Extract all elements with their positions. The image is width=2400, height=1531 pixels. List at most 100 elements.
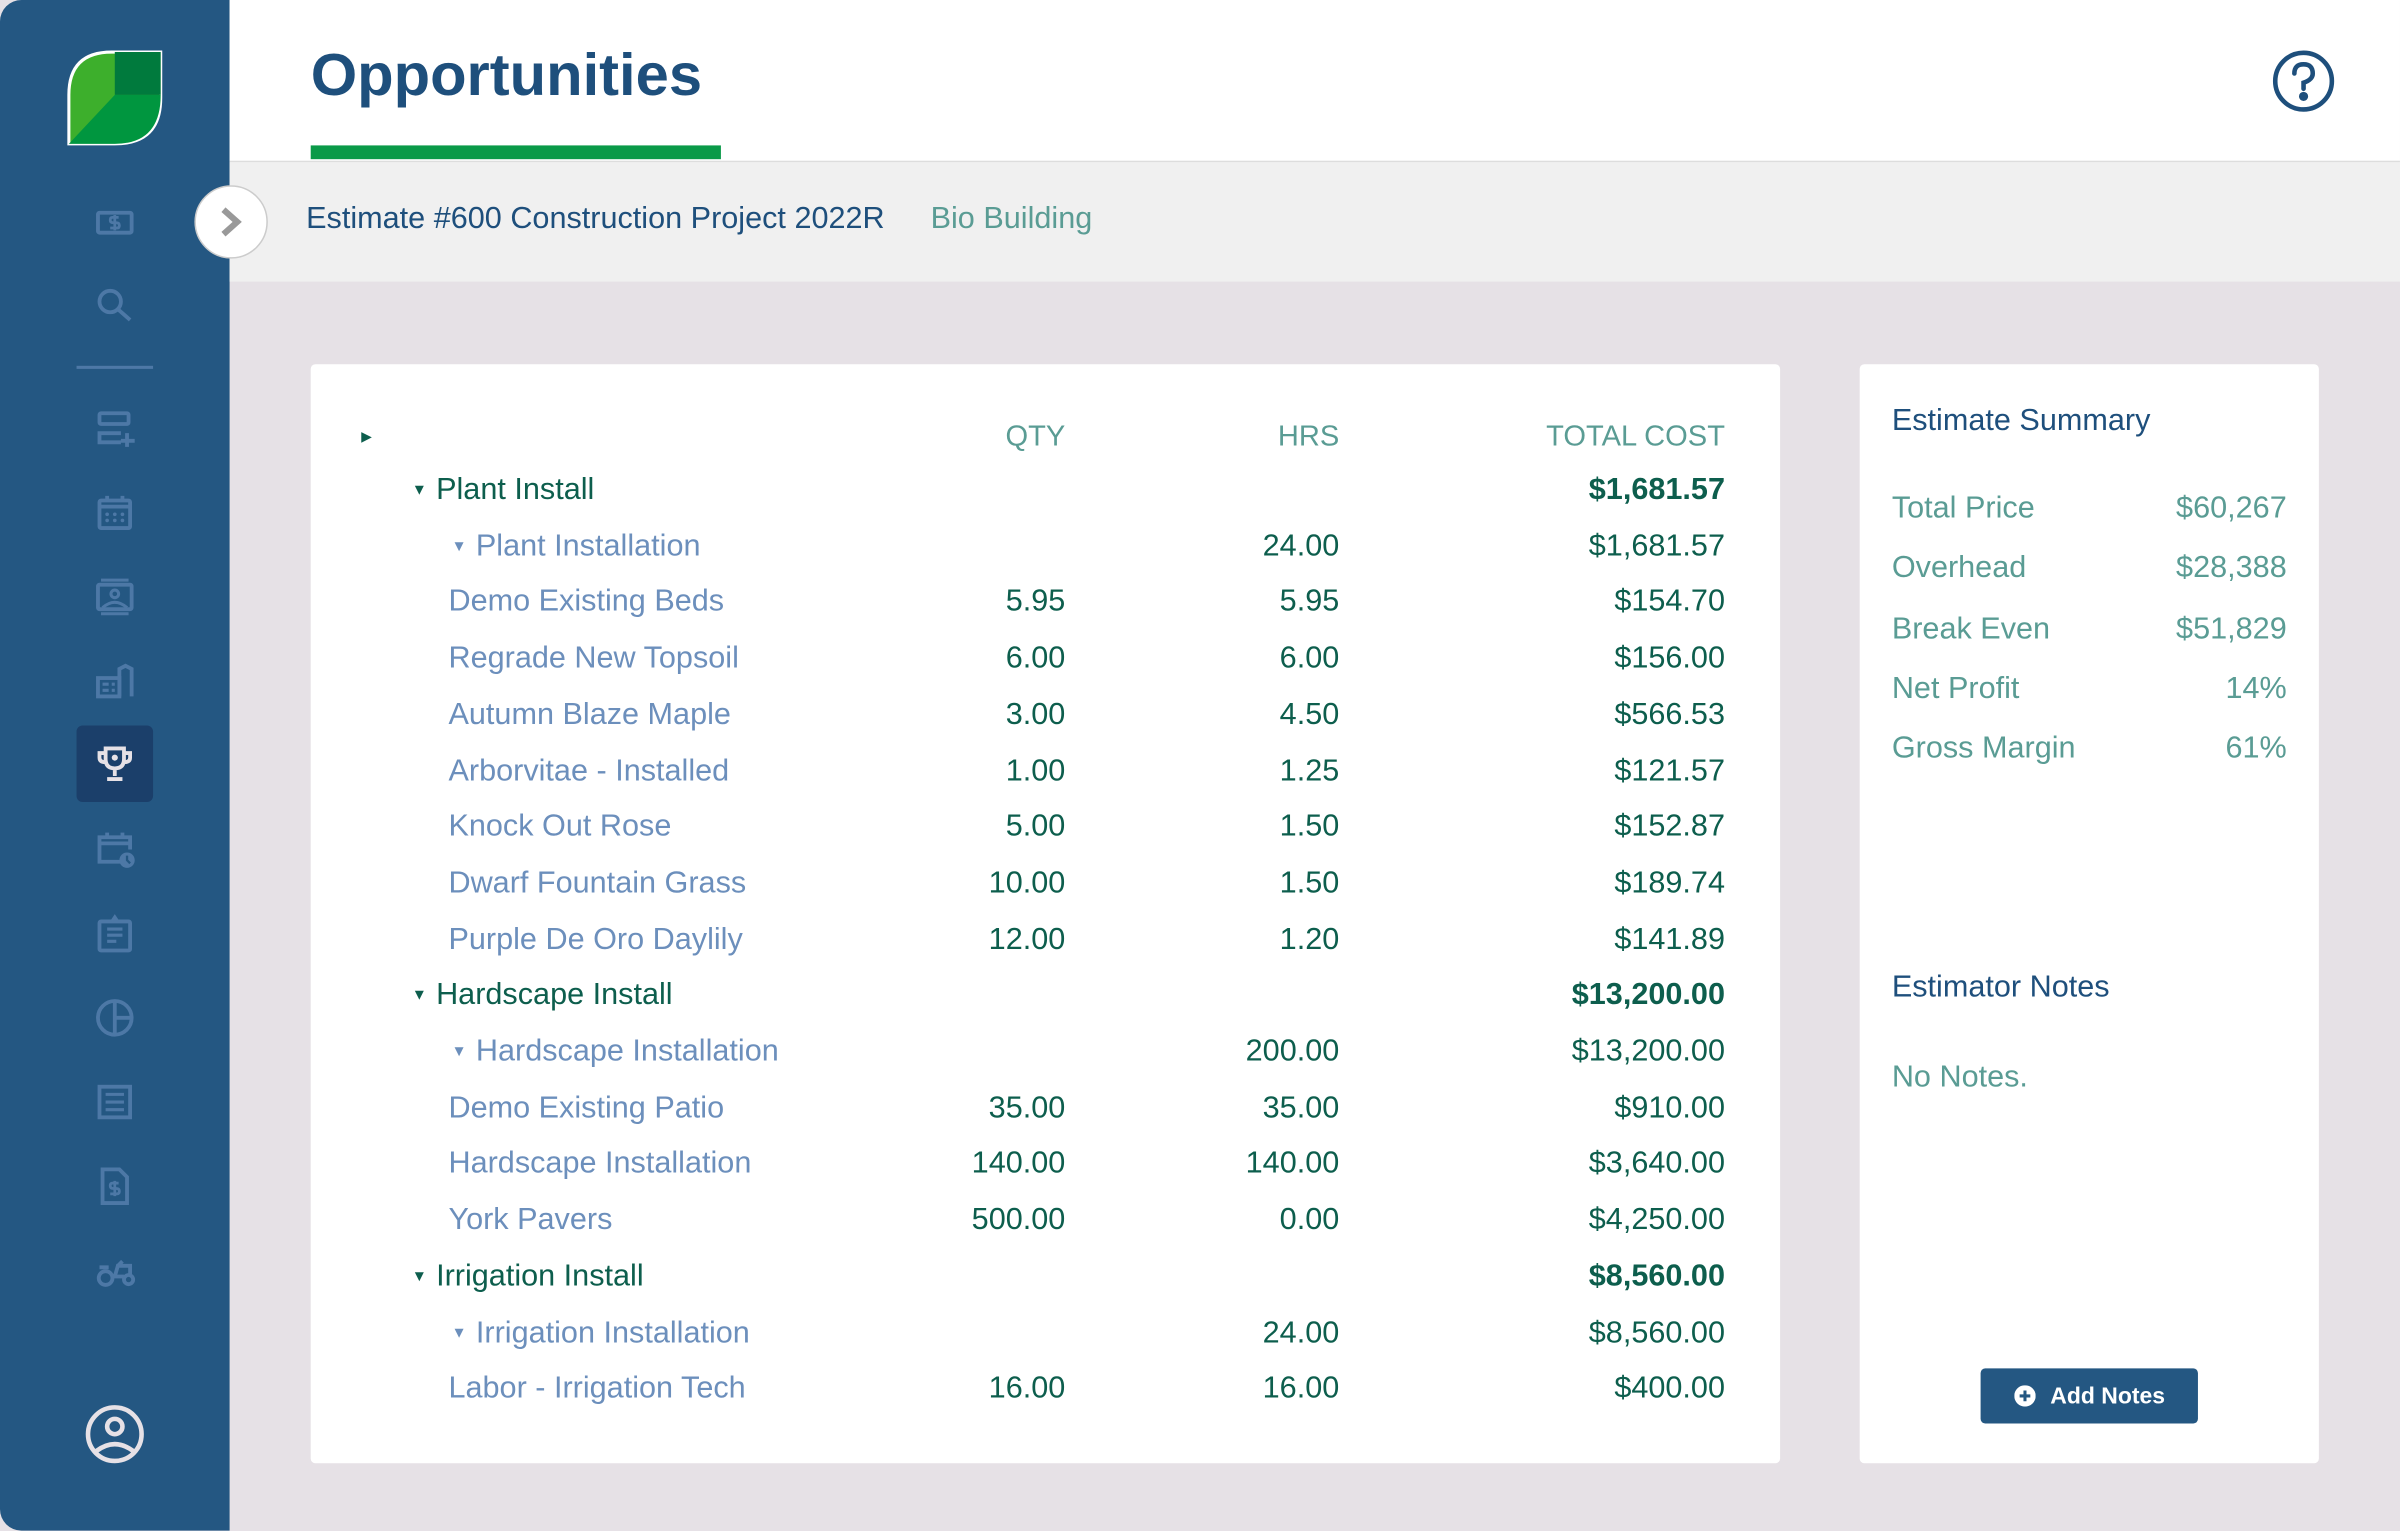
table-row[interactable]: Hardscape Installation 140.00 140.00 $3,…: [311, 1147, 1780, 1202]
row-name-text: Hardscape Installation: [448, 1147, 752, 1181]
row-name: Hardscape Installation: [448, 1147, 751, 1182]
subgroup-row[interactable]: ▼ Irrigation Installation 24.00 $8,560.00: [311, 1316, 1780, 1371]
receipt-icon[interactable]: [77, 1064, 154, 1141]
row-qty: 16.00: [988, 1371, 1066, 1406]
row-total-cost: $121.57: [1614, 753, 1725, 788]
user-profile-icon[interactable]: [77, 1396, 154, 1473]
equipment-tractor-icon[interactable]: [77, 1232, 154, 1309]
row-name: ▼ Irrigation Installation: [452, 1316, 750, 1351]
breadcrumb-row: Estimate #600 Construction Project 2022R…: [306, 202, 1092, 237]
table-row[interactable]: Labor - Irrigation Tech 16.00 16.00 $400…: [311, 1372, 1780, 1427]
subgroup-row[interactable]: ▼ Plant Installation 24.00 $1,681.57: [311, 529, 1780, 584]
row-name: Labor - Irrigation Tech: [448, 1372, 745, 1407]
expand-all-toggle[interactable]: ▶: [361, 428, 372, 444]
contacts-icon[interactable]: [77, 559, 154, 636]
group-row[interactable]: ▼ Irrigation Install $8,560.00: [311, 1259, 1780, 1314]
group-row[interactable]: ▼ Plant Install $1,681.57: [311, 473, 1780, 528]
table-row[interactable]: Demo Existing Patio 35.00 35.00 $910.00: [311, 1091, 1780, 1146]
row-qty: 3.00: [1005, 697, 1066, 732]
sidebar-divider: [76, 365, 154, 369]
row-total-cost: $910.00: [1614, 1090, 1725, 1125]
row-total-cost: $13,200.00: [1571, 1034, 1725, 1069]
collapse-triangle-icon[interactable]: ▼: [451, 1324, 467, 1342]
collapse-triangle-icon[interactable]: ▼: [411, 1268, 427, 1286]
table-row[interactable]: Autumn Blaze Maple 3.00 4.50 $566.53: [311, 698, 1780, 753]
row-name-text: Plant Install: [436, 472, 595, 507]
billing-icon[interactable]: [77, 184, 154, 261]
page-title: Opportunities: [310, 42, 703, 109]
summary-row: Net Profit 14%: [1892, 672, 2287, 707]
row-total-cost: $189.74: [1614, 866, 1725, 900]
row-name-text: Knock Out Rose: [448, 809, 672, 844]
properties-icon[interactable]: [77, 643, 154, 720]
row-hrs: 200.00: [1245, 1034, 1340, 1069]
row-total-cost: $1,681.57: [1588, 472, 1725, 507]
invoice-icon[interactable]: [77, 1148, 154, 1225]
row-name: Demo Existing Beds: [448, 585, 724, 620]
row-total-cost: $152.87: [1614, 809, 1725, 844]
row-name-text: Hardscape Installation: [475, 1034, 779, 1069]
clipboard-icon[interactable]: [77, 895, 154, 972]
summary-value: $28,388: [2176, 551, 2287, 586]
summary-label: Net Profit: [1891, 671, 2020, 706]
summary-label: Overhead: [1891, 551, 2027, 586]
collapse-triangle-icon[interactable]: ▼: [411, 987, 427, 1005]
collapse-triangle-icon[interactable]: ▼: [451, 1043, 467, 1061]
row-name: Regrade New Topsoil: [448, 641, 738, 676]
table-row[interactable]: Purple De Oro Daylily 12.00 1.20 $141.89: [311, 922, 1780, 977]
estimate-summary-panel: Estimate Summary Total Price $60,267 Overh…: [1859, 364, 2319, 1464]
summary-row: Total Price $60,267: [1892, 491, 2287, 526]
reports-pie-icon[interactable]: [77, 980, 154, 1057]
row-name-text: Demo Existing Patio: [448, 1090, 725, 1125]
table-row[interactable]: Arborvitae - Installed 1.00 1.25 $121.57: [311, 754, 1780, 809]
row-name-text: Purple De Oro Daylily: [448, 922, 743, 957]
row-total-cost: $4,250.00: [1588, 1203, 1725, 1237]
row-qty: 10.00: [988, 866, 1066, 900]
summary-value: 61%: [2225, 731, 2287, 766]
breadcrumb-client[interactable]: Bio Building: [930, 202, 1093, 236]
summary-title: Estimate Summary: [1891, 404, 2151, 438]
summary-label: Total Price: [1891, 491, 2035, 525]
table-row[interactable]: York Pavers 500.00 0.00 $4,250.00: [311, 1203, 1780, 1258]
opportunities-trophy-icon[interactable]: [76, 725, 154, 803]
search-icon[interactable]: [77, 268, 154, 345]
row-hrs: 4.50: [1279, 697, 1340, 732]
calendar-icon[interactable]: [77, 474, 154, 551]
table-row[interactable]: Demo Existing Beds 5.95 5.95 $154.70: [311, 585, 1780, 640]
row-name-text: York Pavers: [448, 1203, 613, 1237]
row-name-text: Demo Existing Beds: [448, 585, 725, 619]
breadcrumb-estimate[interactable]: Estimate #600 Construction Project 2022R: [306, 202, 885, 236]
row-hrs: 1.20: [1279, 922, 1340, 957]
logo: [66, 49, 164, 155]
row-name: Arborvitae - Installed: [448, 754, 729, 789]
row-hrs: 24.00: [1262, 1315, 1340, 1350]
table-row[interactable]: Knock Out Rose 5.00 1.50 $152.87: [311, 810, 1780, 865]
row-qty: 5.00: [1005, 809, 1066, 844]
collapse-triangle-icon[interactable]: ▼: [451, 538, 467, 556]
add-notes-button[interactable]: Add Notes: [1980, 1368, 2198, 1424]
summary-label: Break Even: [1891, 611, 2051, 646]
table-row[interactable]: Dwarf Fountain Grass 10.00 1.50 $189.74: [311, 866, 1780, 921]
estimator-notes-title: Estimator Notes: [1891, 970, 2110, 1005]
schedule-icon[interactable]: [77, 811, 154, 888]
row-name-text: Arborvitae - Installed: [448, 753, 730, 788]
sidebar-expand-button[interactable]: [194, 185, 268, 259]
row-total-cost: $8,560.00: [1588, 1259, 1725, 1294]
summary-row: Break Even $51,829: [1892, 612, 2287, 647]
row-hrs: 1.25: [1279, 753, 1340, 788]
row-total-cost: $154.70: [1614, 585, 1725, 619]
row-qty: 1.00: [1005, 753, 1066, 788]
add-notes-label: Add Notes: [2050, 1382, 2166, 1409]
summary-row: Gross Margin 61%: [1892, 732, 2287, 767]
sidebar: [0, 0, 230, 1531]
collapse-triangle-icon[interactable]: ▼: [411, 482, 427, 499]
row-hrs: 1.50: [1279, 809, 1340, 844]
row-name-text: Autumn Blaze Maple: [448, 697, 731, 732]
table-row[interactable]: Regrade New Topsoil 6.00 6.00 $156.00: [311, 641, 1780, 696]
help-circle-icon[interactable]: [2271, 49, 2335, 121]
top-bar: Opportunities: [229, 0, 2400, 163]
group-row[interactable]: ▼ Hardscape Install $13,200.00: [311, 979, 1780, 1034]
add-list-icon[interactable]: [77, 390, 154, 467]
subgroup-row[interactable]: ▼ Hardscape Installation 200.00 $13,200.0…: [311, 1035, 1780, 1090]
row-name: Knock Out Rose: [448, 810, 671, 845]
